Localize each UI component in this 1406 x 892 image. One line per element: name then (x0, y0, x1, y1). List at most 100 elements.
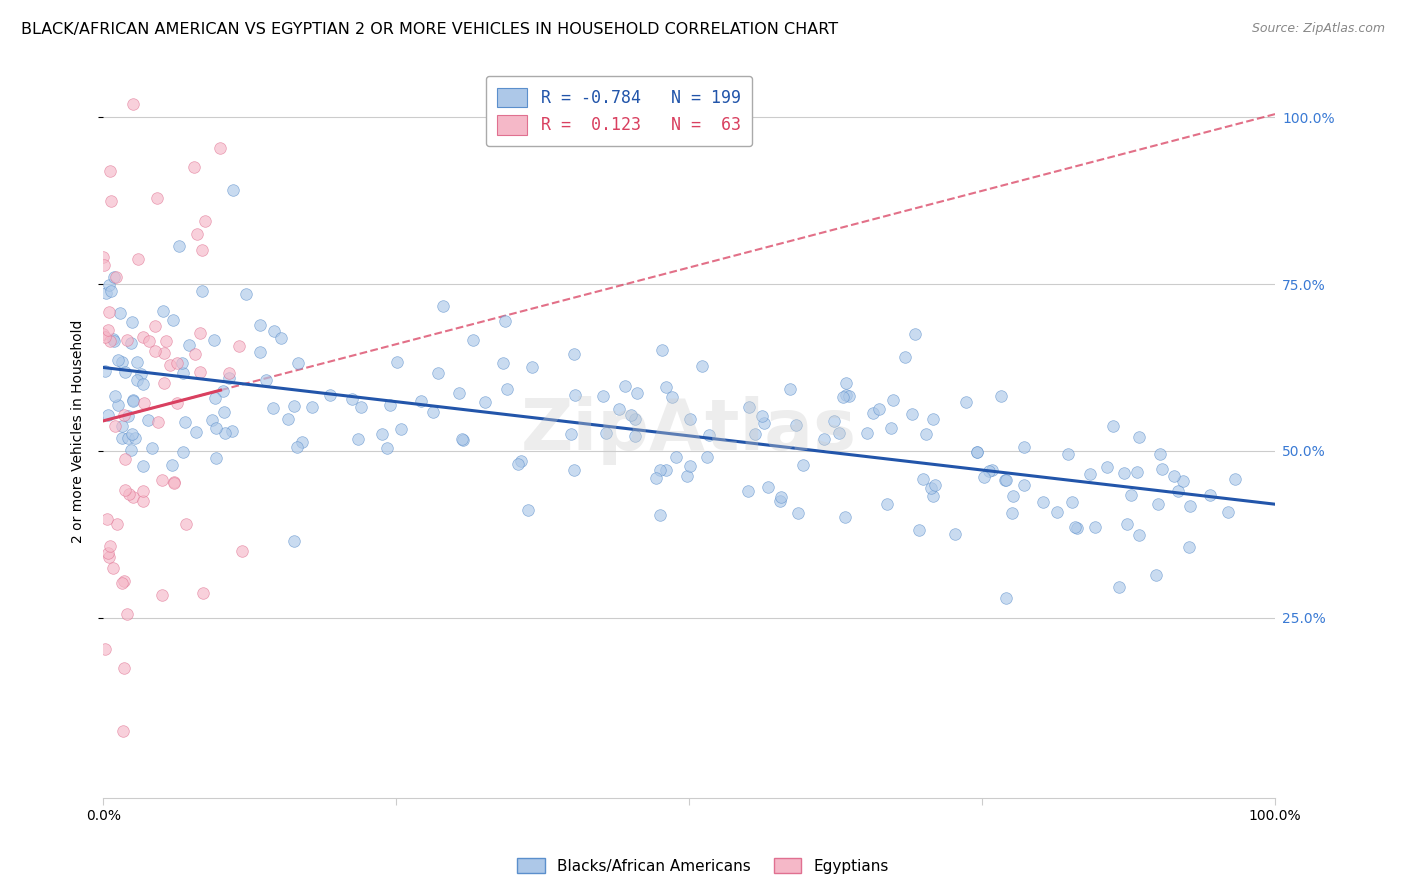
Point (172, 366, 194, 380)
Point (350, 400, 373, 414)
Point (146, 191, 169, 205)
Point (620, 408, 643, 422)
Point (283, 534, 305, 549)
Point (868, 401, 890, 416)
Point (785, 417, 807, 432)
Point (101, 332, 124, 346)
Point (110, 306, 132, 320)
Point (211, 384, 233, 398)
Point (924, 478, 946, 492)
Point (97, 546, 120, 560)
Point (150, 588, 173, 602)
Point (254, 373, 277, 387)
Point (122, 393, 145, 408)
Point (979, 464, 1001, 478)
Point (560, 426, 582, 441)
Y-axis label: 2 or more Vehicles in Household: 2 or more Vehicles in Household (72, 319, 86, 542)
Point (592, 389, 614, 403)
Point (101, 561, 124, 575)
Point (184, 425, 207, 439)
Point (104, 270, 127, 285)
Point (648, 508, 671, 522)
Point (97, 323, 120, 337)
Point (432, 299, 454, 313)
Point (97, 278, 120, 293)
Point (184, 347, 207, 361)
Point (146, 416, 169, 430)
Point (882, 392, 904, 407)
Point (121, 427, 143, 442)
Point (1128, 528, 1150, 542)
Point (96, 286, 118, 301)
Point (228, 339, 250, 353)
Point (463, 334, 485, 348)
Point (249, 345, 271, 359)
Point (291, 435, 314, 450)
Point (270, 331, 292, 345)
Point (792, 458, 814, 472)
Point (209, 141, 232, 155)
Point (194, 213, 217, 227)
Point (995, 591, 1018, 605)
Point (152, 346, 174, 360)
Point (409, 394, 432, 409)
Point (876, 497, 898, 511)
Point (813, 432, 835, 446)
Point (1128, 430, 1150, 444)
Point (754, 416, 776, 430)
Point (1046, 505, 1069, 519)
Point (177, 338, 200, 352)
Point (131, 483, 153, 498)
Legend: R = -0.784   N = 199, R =  0.123   N =  63: R = -0.784 N = 199, R = 0.123 N = 63 (485, 76, 752, 146)
Point (1171, 474, 1194, 488)
Point (1178, 500, 1201, 514)
Point (644, 471, 666, 485)
Point (1012, 441, 1035, 455)
Point (112, 408, 135, 422)
Point (117, 409, 139, 424)
Point (900, 407, 922, 421)
Point (904, 326, 927, 341)
Point (562, 347, 585, 361)
Point (97, 550, 120, 565)
Point (104, 419, 127, 434)
Point (277, 412, 299, 426)
Point (832, 390, 855, 404)
Point (838, 388, 860, 402)
Point (651, 343, 673, 357)
Point (98, 164, 121, 178)
Point (125, 355, 148, 369)
Point (943, 527, 966, 541)
Point (920, 481, 942, 495)
Point (110, 431, 132, 445)
Point (91, 250, 114, 264)
Point (138, 334, 160, 349)
Point (285, 440, 308, 454)
Point (235, 286, 257, 301)
Point (93, 327, 115, 342)
Point (122, 393, 145, 408)
Point (340, 392, 363, 406)
Point (451, 434, 474, 448)
Point (111, 723, 134, 738)
Point (173, 444, 195, 458)
Point (624, 429, 647, 443)
Point (105, 516, 128, 531)
Point (911, 472, 934, 486)
Point (94, 364, 117, 378)
Point (190, 326, 212, 340)
Point (162, 313, 184, 327)
Point (1177, 541, 1199, 555)
Point (155, 334, 177, 348)
Point (112, 574, 135, 589)
Point (319, 388, 342, 402)
Point (100, 194, 122, 209)
Point (1102, 419, 1125, 434)
Point (111, 576, 134, 591)
Point (115, 607, 138, 621)
Point (176, 517, 198, 532)
Point (114, 365, 136, 379)
Point (510, 454, 533, 468)
Point (218, 371, 240, 385)
Point (894, 351, 917, 365)
